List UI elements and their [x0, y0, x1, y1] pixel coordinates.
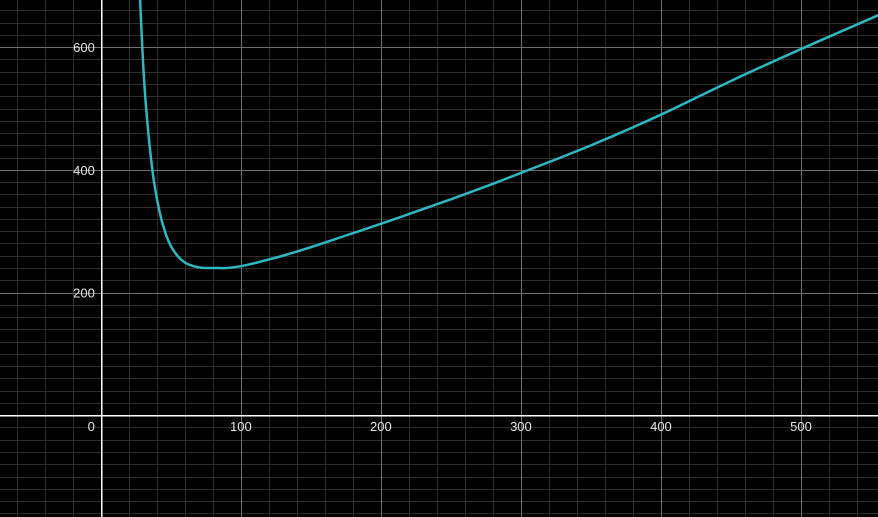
x-tick-label: 0: [88, 419, 95, 434]
x-tick-label: 100: [230, 419, 252, 434]
x-tick-label: 200: [370, 419, 392, 434]
y-tick-labels: 200 400 600: [73, 40, 95, 300]
y-tick-label: 200: [73, 286, 95, 301]
y-tick-label: 600: [73, 40, 95, 55]
series-line-0[interactable]: [138, 0, 878, 270]
x-tick-label: 400: [650, 419, 672, 434]
x-tick-label: 500: [790, 419, 812, 434]
y-tick-label: 400: [73, 163, 95, 178]
x-tick-labels: 0 100 200 300 400 500: [88, 419, 812, 434]
curves: [138, 0, 878, 270]
x-tick-label: 300: [510, 419, 532, 434]
